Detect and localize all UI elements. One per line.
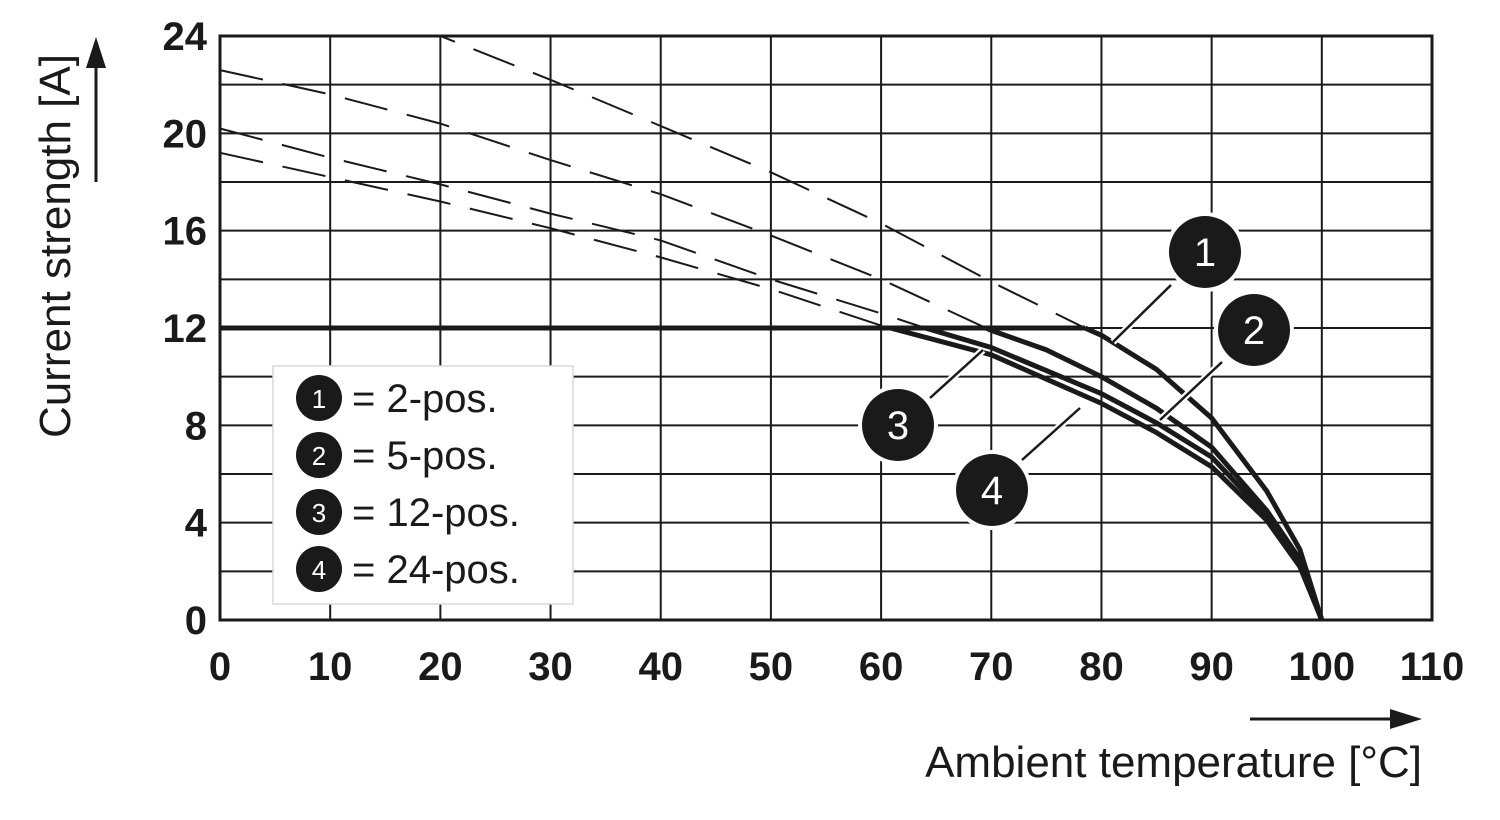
y-tick-label: 16 xyxy=(163,210,208,254)
series-2-curve xyxy=(984,325,1325,621)
x-tick-label: 60 xyxy=(859,645,904,689)
y-tick-label: 24 xyxy=(163,15,208,59)
curves xyxy=(219,35,1325,621)
series-badge-4 xyxy=(956,454,1028,526)
y-tick-label: 0 xyxy=(185,599,207,643)
legend-marker-number: 2 xyxy=(312,441,326,471)
series-badge-number: 2 xyxy=(1243,309,1265,353)
x-tick-label: 20 xyxy=(418,645,463,689)
x-tick-label: 100 xyxy=(1288,645,1355,689)
series-badge-number: 4 xyxy=(981,469,1003,513)
y-tick-label: 12 xyxy=(163,307,208,351)
badge-leader-line-1 xyxy=(1112,284,1172,343)
x-tick-label: 30 xyxy=(528,645,573,689)
legend-marker-number: 1 xyxy=(312,384,326,414)
series-badge-number: 3 xyxy=(887,404,909,448)
y-tick-label: 8 xyxy=(185,404,207,448)
legend-label-3: = 12-pos. xyxy=(352,491,520,535)
legend: 1 = 2-pos. 2 = 5-pos. 3 = 12-pos. 4 = 24-pos. xyxy=(272,365,574,605)
legend-marker-number: 4 xyxy=(312,555,326,585)
series-1-unlimited-curve xyxy=(220,35,1086,329)
legend-marker-number: 3 xyxy=(312,498,326,528)
x-tick-label: 50 xyxy=(749,645,794,689)
y-axis-label: Current strength [A] xyxy=(31,54,80,438)
series-badge-2 xyxy=(1218,294,1290,366)
x-tick-label: 90 xyxy=(1189,645,1234,689)
x-tick-label: 0 xyxy=(209,645,231,689)
badge-leader-line-3 xyxy=(929,349,984,399)
legend-marker-2 xyxy=(296,432,342,478)
y-tick-label: 4 xyxy=(185,502,208,546)
legend-label-2: = 5-pos. xyxy=(352,434,498,478)
series-4-unlimited-curve xyxy=(219,151,891,329)
series-badge-1 xyxy=(1169,216,1241,288)
x-tick-label: 80 xyxy=(1079,645,1124,689)
legend-label-4: = 24-pos. xyxy=(352,548,520,592)
x-tick-label: 110 xyxy=(1400,645,1465,689)
series-3-unlimited-curve xyxy=(219,127,926,329)
legend-label-1: = 2-pos. xyxy=(352,377,498,421)
x-axis-label: Ambient temperature [°C] xyxy=(925,738,1422,787)
series-badge-3 xyxy=(862,389,934,461)
badge-leader-line-2 xyxy=(1159,361,1223,421)
x-tick-label: 70 xyxy=(969,645,1014,689)
legend-marker-1 xyxy=(296,375,342,421)
legend-marker-3 xyxy=(296,489,342,535)
series-badges: 12 3 4 xyxy=(858,212,1294,530)
x-tick-label: 10 xyxy=(308,645,353,689)
y-tick-labels: 0 4 8 12 16 20 24 xyxy=(163,15,208,643)
x-axis-arrow xyxy=(1250,709,1422,729)
legend-marker-4 xyxy=(296,546,342,592)
series-2-unlimited-curve xyxy=(219,69,987,329)
series-1-curve xyxy=(1083,325,1325,621)
y-tick-label: 20 xyxy=(163,112,208,156)
x-tick-label: 40 xyxy=(638,645,683,689)
y-axis-arrow xyxy=(86,37,106,182)
series-badge-number: 1 xyxy=(1194,231,1216,275)
x-tick-labels: 0 10 20 30 40 50 60 70 80 90 100 110 xyxy=(209,645,1464,689)
series-4-curve xyxy=(889,325,1325,621)
badge-leader-line-4 xyxy=(1021,407,1081,461)
